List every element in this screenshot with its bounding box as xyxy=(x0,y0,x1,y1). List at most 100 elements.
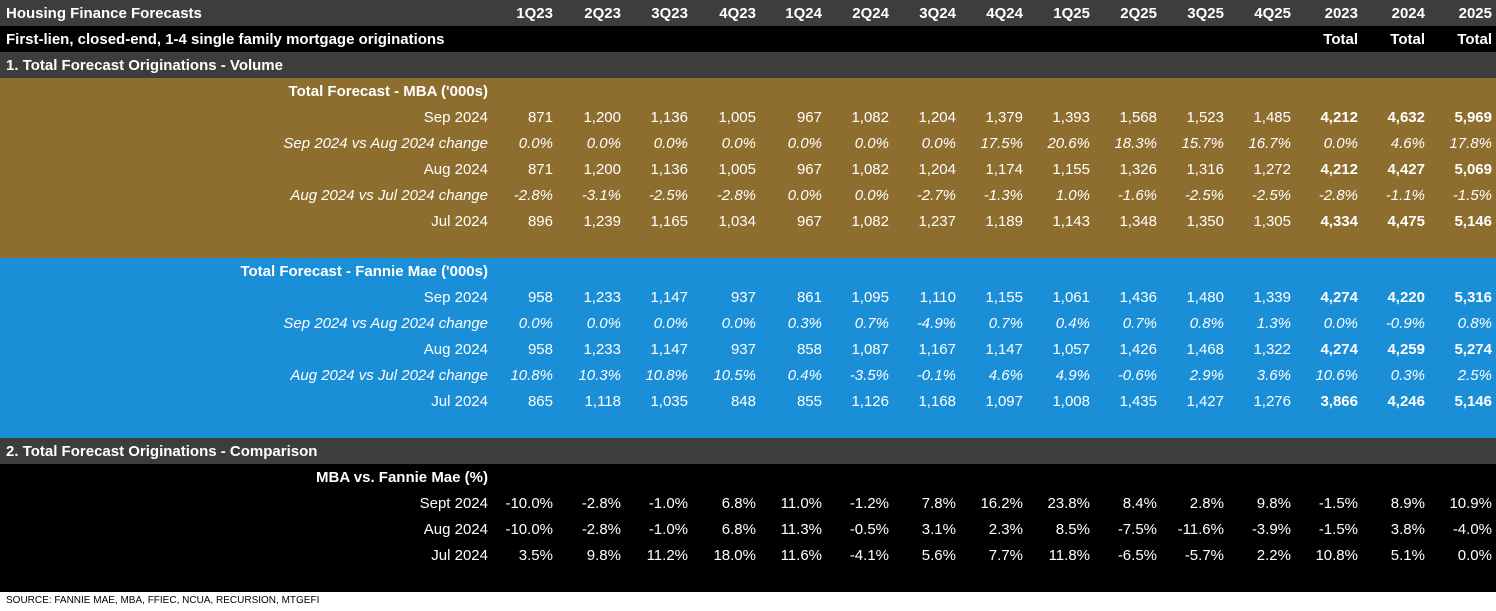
table-cell: 2.3% xyxy=(988,521,1023,538)
column-header: 2025 xyxy=(1458,5,1492,22)
table-cell: -1.5% xyxy=(1318,495,1358,512)
column-header: 2Q24 xyxy=(852,5,889,22)
table-cell: 958 xyxy=(527,341,553,358)
column-header: 4Q25 xyxy=(1254,5,1291,22)
row-label: Sept 2024 xyxy=(419,495,488,512)
table-cell: 1,167 xyxy=(918,341,956,358)
table-title: Housing Finance Forecasts xyxy=(6,5,202,22)
table-cell: 3.8% xyxy=(1390,521,1425,538)
table-cell: 1,480 xyxy=(1186,289,1224,306)
section2-title: 2. Total Forecast Originations - Compari… xyxy=(6,443,318,460)
table-cell: 1,189 xyxy=(985,213,1023,230)
table-row: Jul 2024 896 1,239 1,165 1,034 967 1,082 1,237 1… xyxy=(0,209,1496,235)
table-cell: 0.0% xyxy=(518,135,553,152)
table-cell: 4,274 xyxy=(1320,341,1358,358)
table-cell: 937 xyxy=(730,289,756,306)
table-cell: 0.0% xyxy=(787,135,822,152)
table-cell: 1,339 xyxy=(1253,289,1291,306)
table-cell: 855 xyxy=(796,393,822,410)
table-cell: 6.8% xyxy=(721,495,756,512)
table-cell: 937 xyxy=(730,341,756,358)
table-cell: -2.8% xyxy=(1318,187,1358,204)
table-cell: 1,272 xyxy=(1253,161,1291,178)
column-subheader: Total xyxy=(1457,31,1492,48)
table-cell: 5.6% xyxy=(921,547,956,564)
table-cell: 1,005 xyxy=(718,109,756,126)
table-cell: 0.0% xyxy=(854,187,889,204)
table-cell: 10.5% xyxy=(713,367,756,384)
row-label: Aug 2024 vs Jul 2024 change xyxy=(290,187,488,204)
table-cell: 1,233 xyxy=(583,289,621,306)
table-cell: 1,233 xyxy=(583,341,621,358)
table-cell: 1,200 xyxy=(583,109,621,126)
comparison-band xyxy=(0,464,1496,592)
table-cell: 8.9% xyxy=(1390,495,1425,512)
table-cell: -1.5% xyxy=(1318,521,1358,538)
fannie-band xyxy=(0,258,1496,438)
table-cell: 4.6% xyxy=(1390,135,1425,152)
table-cell: -0.9% xyxy=(1385,315,1425,332)
fannie-title: Total Forecast - Fannie Mae ('000s) xyxy=(240,263,488,280)
table-cell: -2.5% xyxy=(648,187,688,204)
table-cell: 3.6% xyxy=(1256,367,1291,384)
table-subtitle: First-lien, closed-end, 1-4 single famil… xyxy=(6,31,445,48)
table-cell: 0.0% xyxy=(721,315,756,332)
table-cell: 0.0% xyxy=(518,315,553,332)
comparison-title-row: MBA vs. Fannie Mae (%) xyxy=(0,465,1496,491)
table-cell: 1,035 xyxy=(650,393,688,410)
table-cell: 1,136 xyxy=(650,161,688,178)
table-cell: 1,468 xyxy=(1186,341,1224,358)
table-cell: 10.9% xyxy=(1449,495,1492,512)
table-cell: -1.2% xyxy=(849,495,889,512)
table-cell: 0.7% xyxy=(854,315,889,332)
comparison-title: MBA vs. Fannie Mae (%) xyxy=(316,469,488,486)
table-cell: 871 xyxy=(527,161,553,178)
table-cell: 1,061 xyxy=(1052,289,1090,306)
row-label: Aug 2024 xyxy=(423,521,488,538)
table-cell: 0.8% xyxy=(1189,315,1224,332)
table-cell: 2.5% xyxy=(1457,367,1492,384)
table-cell: 4.6% xyxy=(988,367,1023,384)
table-cell: -2.5% xyxy=(1184,187,1224,204)
table-cell: 4,632 xyxy=(1387,109,1425,126)
table-cell: 1,379 xyxy=(985,109,1023,126)
header-band xyxy=(0,0,1496,26)
table-cell: 1,435 xyxy=(1119,393,1157,410)
table-cell: 1,147 xyxy=(650,341,688,358)
table-cell: 4,475 xyxy=(1387,213,1425,230)
table-cell: 1,057 xyxy=(1052,341,1090,358)
table-cell: 5.1% xyxy=(1390,547,1425,564)
table-cell: 1,110 xyxy=(919,289,956,306)
table-cell: 10.8% xyxy=(645,367,688,384)
table-cell: 967 xyxy=(796,109,822,126)
table-row: Sept 2024 -10.0% -2.8% -1.0% 6.8% 11.0% -1.2% 7… xyxy=(0,491,1496,517)
table-cell: 11.8% xyxy=(1048,547,1090,564)
table-cell: 1,147 xyxy=(985,341,1023,358)
table-cell: -11.6% xyxy=(1177,521,1224,538)
subheader-row: First-lien, closed-end, 1-4 single famil… xyxy=(0,27,1496,53)
table-row: Sep 2024 871 1,200 1,136 1,005 967 1,082 1,204 1… xyxy=(0,105,1496,131)
table-cell: 1,082 xyxy=(851,213,889,230)
table-cell: 1,485 xyxy=(1253,109,1291,126)
table-cell: 1,322 xyxy=(1253,341,1291,358)
table-cell: -4.0% xyxy=(1452,521,1492,538)
table-row: Sep 2024 vs Aug 2024 change 0.0% 0.0% 0.0% 0… xyxy=(0,311,1496,337)
table-row: Aug 2024 -10.0% -2.8% -1.0% 6.8% 11.3% -0.5% 3.… xyxy=(0,517,1496,543)
table-cell: 1,276 xyxy=(1253,393,1291,410)
table-cell: -0.5% xyxy=(849,521,889,538)
row-label: Aug 2024 xyxy=(423,161,488,178)
table-cell: 1,034 xyxy=(718,213,756,230)
column-header: 2Q23 xyxy=(584,5,621,22)
table-cell: 11.3% xyxy=(780,521,822,538)
column-header: 1Q23 xyxy=(516,5,553,22)
table-cell: 1,136 xyxy=(650,109,688,126)
table-cell: 3,866 xyxy=(1320,393,1358,410)
fannie-title-row: Total Forecast - Fannie Mae ('000s) xyxy=(0,259,1496,285)
table-row: Sep 2024 vs Aug 2024 change 0.0% 0.0% 0.0% 0… xyxy=(0,131,1496,157)
table-cell: 871 xyxy=(527,109,553,126)
row-label: Jul 2024 xyxy=(431,547,488,564)
column-header: 1Q25 xyxy=(1053,5,1090,22)
table-cell: 1,155 xyxy=(985,289,1023,306)
table-cell: 1,095 xyxy=(851,289,889,306)
column-subheader: Total xyxy=(1390,31,1425,48)
